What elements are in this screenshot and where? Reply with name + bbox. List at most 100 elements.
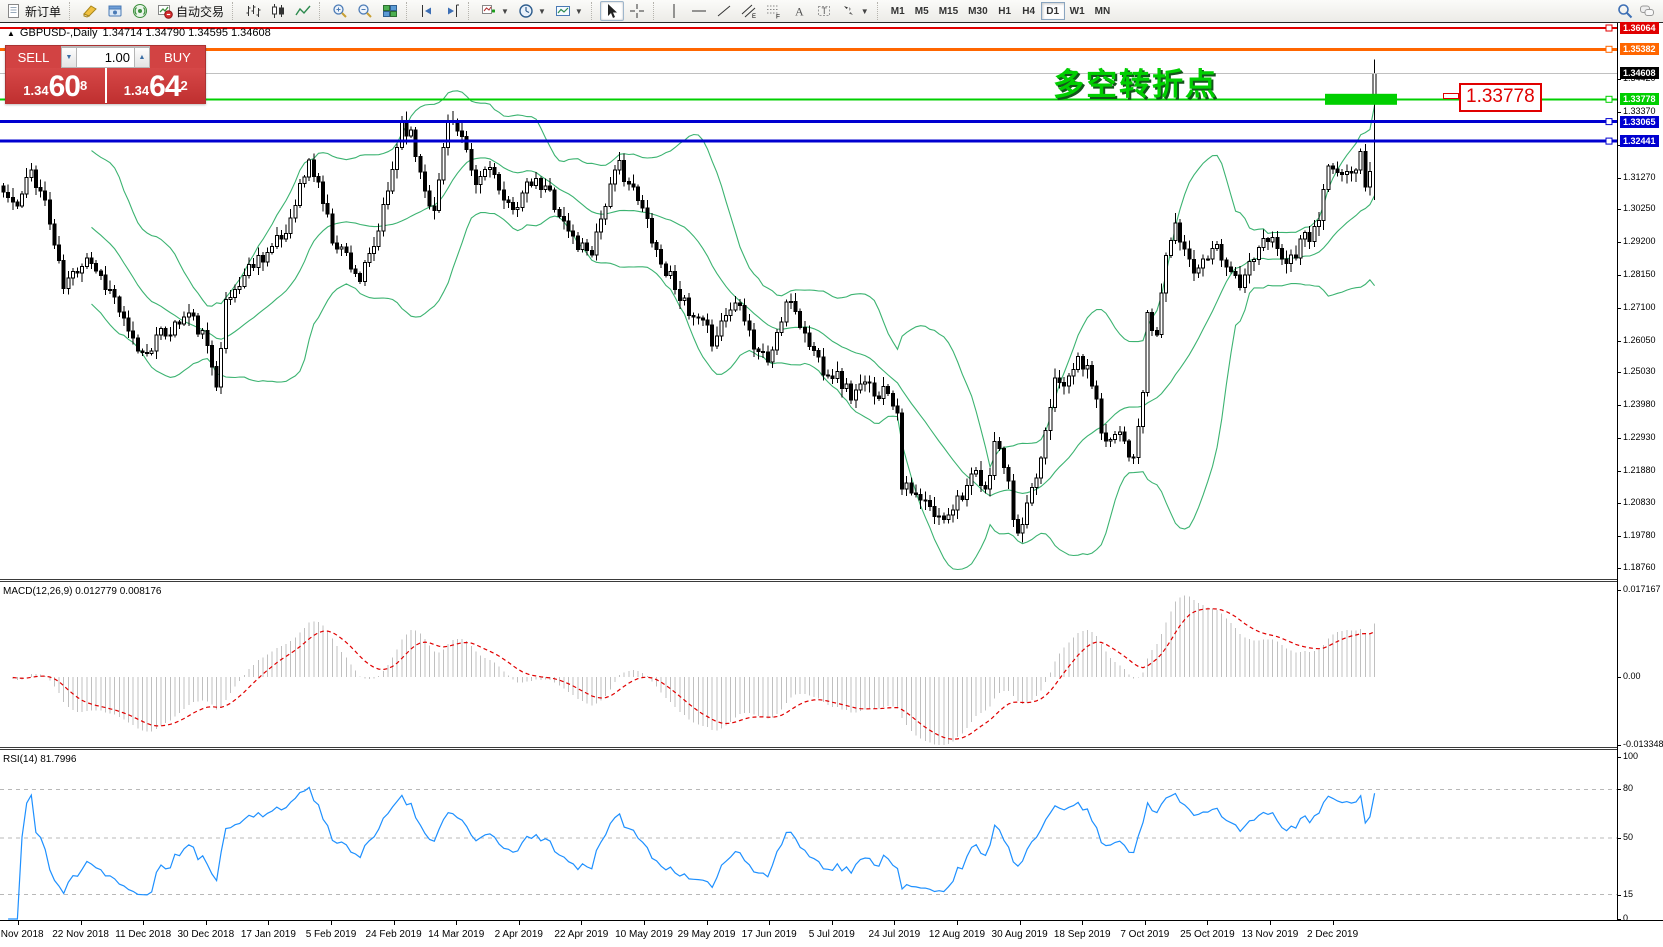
- axis-tick: [1618, 405, 1621, 407]
- axis-tick: [1618, 437, 1621, 439]
- timeframe-button-h4[interactable]: H4: [1022, 5, 1036, 17]
- autotrading-button[interactable]: 自动交易: [153, 1, 228, 21]
- chat-icon[interactable]: [1639, 3, 1655, 19]
- macd-pane[interactable]: [0, 582, 1617, 747]
- volume-input[interactable]: [77, 47, 134, 68]
- svg-text:E: E: [752, 14, 756, 19]
- zoom-out-button[interactable]: [353, 1, 377, 21]
- fibonacci-button[interactable]: F: [762, 1, 786, 21]
- arrows-button[interactable]: ▼: [837, 1, 873, 21]
- price-axis[interactable]: 1.344201.333701.323201.312701.302501.292…: [1617, 22, 1663, 923]
- chart-shift-button[interactable]: [440, 1, 464, 21]
- axis-tick: [1618, 470, 1621, 472]
- rsi-pane[interactable]: [0, 750, 1617, 920]
- trendline-button[interactable]: [712, 1, 736, 21]
- date-axis-label: 24 Feb 2019: [365, 929, 422, 940]
- bar-chart-button[interactable]: [241, 1, 265, 21]
- line-anchor-marker[interactable]: [1605, 24, 1613, 32]
- price-axis-label: 1.31270: [1623, 171, 1656, 182]
- zoom-in-icon: [333, 4, 347, 18]
- timeframe-button-h1[interactable]: H1: [998, 5, 1012, 17]
- text-label-button[interactable]: T: [812, 1, 836, 21]
- date-axis-tick: [1207, 921, 1209, 925]
- timeframe-button-m15[interactable]: M15: [938, 5, 959, 17]
- profiles-button[interactable]: [78, 1, 102, 21]
- timeframe-button-m1[interactable]: M1: [890, 5, 905, 17]
- buy-price-button[interactable]: 1.34 64 2: [106, 68, 205, 104]
- price-axis-label: 0.017167: [1623, 584, 1661, 594]
- pane-separator[interactable]: [0, 579, 1663, 582]
- auto-scroll-icon: [422, 5, 432, 17]
- tile-windows-icon: [383, 5, 398, 17]
- volume-decrease-button[interactable]: ▼: [61, 47, 77, 68]
- zoom-in-button[interactable]: [328, 1, 352, 21]
- timeframe-button-m30[interactable]: M30: [968, 5, 988, 17]
- date-axis-label: 4 Nov 2018: [0, 929, 44, 940]
- price-axis-label: 0.00: [1623, 671, 1641, 681]
- horizontal-line-button[interactable]: [687, 1, 711, 21]
- line-chart-button[interactable]: [291, 1, 315, 21]
- date-axis-tick: [769, 921, 771, 925]
- autotrading-label: 自动交易: [176, 4, 225, 19]
- chart-title: ▲ GBPUSD-,Daily 1.34714 1.34790 1.34595 …: [7, 27, 271, 39]
- price-axis-marker-1.33778: 1.33778: [1620, 93, 1659, 106]
- date-axis-label: 2 Apr 2019: [494, 929, 543, 940]
- candlestick-chart-button[interactable]: [266, 1, 290, 21]
- timeframe-button-m5[interactable]: M5: [914, 5, 929, 17]
- floating-price-label[interactable]: 1.33778: [1459, 83, 1542, 112]
- collapse-arrow-icon[interactable]: ▲: [7, 28, 15, 38]
- sell-price-button[interactable]: 1.34 60 8: [6, 68, 105, 104]
- timeframe-button-mn[interactable]: MN: [1094, 5, 1111, 17]
- bollinger-middle-band[interactable]: [91, 157, 1376, 497]
- templates-button[interactable]: ▼: [551, 1, 587, 21]
- tile-windows-button[interactable]: [378, 1, 402, 21]
- date-axis-label: 5 Jul 2019: [808, 929, 855, 940]
- price-axis-marker-1.36064: 1.36064: [1620, 22, 1659, 34]
- date-axis[interactable]: 4 Nov 2018 22 Nov 2018 11 Dec 2018 30 Dec 2…: [0, 920, 1663, 947]
- bollinger-lower-band[interactable]: [91, 212, 1376, 571]
- community-button[interactable]: [103, 1, 127, 21]
- indicators-add-button[interactable]: ▼: [477, 1, 513, 21]
- timeframe-button-w1[interactable]: W1: [1069, 5, 1085, 17]
- rsi-line[interactable]: [8, 786, 1376, 920]
- price-axis-label: 100: [1623, 751, 1639, 761]
- dropdown-caret-icon: ▼: [574, 6, 583, 16]
- toolbar-separator: [652, 2, 658, 20]
- thick-trend-segment[interactable]: [1325, 93, 1397, 105]
- vertical-line-button[interactable]: [662, 1, 686, 21]
- axis-tick: [1618, 838, 1621, 839]
- crosshair-button[interactable]: [625, 1, 649, 21]
- toolbar-separator: [232, 2, 237, 20]
- buy-price-prefix: 1.34: [123, 83, 150, 98]
- equidistant-channel-button[interactable]: E: [737, 1, 761, 21]
- chart-window[interactable]: 1.344201.333701.323201.312701.302501.292…: [0, 22, 1663, 947]
- bollinger-upper-band[interactable]: [91, 90, 1376, 469]
- new-order-button[interactable]: 新订单: [2, 1, 65, 21]
- candlestick-chart-icon: [272, 4, 285, 18]
- axis-tick: [1618, 274, 1621, 276]
- text-button[interactable]: A: [787, 1, 811, 21]
- search-icon[interactable]: [1617, 3, 1633, 19]
- line-anchor-marker[interactable]: [1605, 95, 1613, 103]
- main-price-chart[interactable]: [0, 23, 1617, 579]
- price-axis-label: 1.28150: [1623, 268, 1656, 279]
- macd-signal-line[interactable]: [12, 608, 1375, 740]
- pane-separator[interactable]: [0, 747, 1663, 750]
- price-axis-label: 1.33370: [1623, 106, 1656, 117]
- price-label-anchor[interactable]: [1443, 93, 1459, 99]
- macd-histogram[interactable]: [12, 595, 1376, 746]
- indicators-add-icon: [482, 5, 496, 14]
- auto-scroll-button[interactable]: [415, 1, 439, 21]
- timeframe-button-d1[interactable]: D1: [1040, 2, 1065, 20]
- bar-chart-icon: [246, 5, 261, 17]
- signals-button[interactable]: [128, 1, 152, 21]
- periods-button[interactable]: ▼: [514, 1, 550, 21]
- candlestick-series[interactable]: [1, 59, 1377, 543]
- line-anchor-marker[interactable]: [1605, 137, 1613, 145]
- cursor-button[interactable]: [599, 1, 624, 21]
- line-anchor-marker[interactable]: [1605, 45, 1613, 53]
- date-axis-tick: [581, 921, 583, 925]
- line-anchor-marker[interactable]: [1605, 118, 1613, 126]
- volume-increase-button[interactable]: ▲: [134, 47, 150, 68]
- date-axis-label: 17 Jun 2019: [741, 929, 797, 940]
